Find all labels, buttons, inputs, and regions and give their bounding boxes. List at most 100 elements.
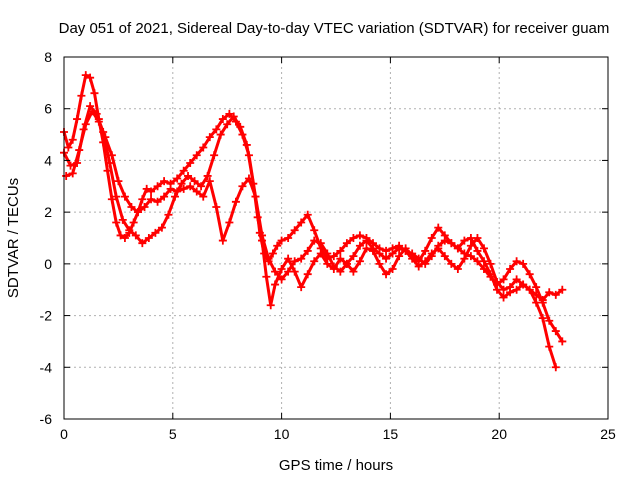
data-point	[277, 236, 286, 245]
data-point	[388, 265, 397, 274]
data-point	[131, 231, 140, 240]
data-point	[225, 109, 234, 118]
data-point	[170, 192, 179, 201]
data-point	[486, 259, 495, 268]
data-point	[427, 249, 436, 258]
data-point	[349, 267, 358, 276]
data-point	[218, 115, 227, 124]
data-point	[73, 115, 82, 124]
data-point	[116, 231, 125, 240]
data-point	[558, 337, 567, 346]
data-point	[303, 210, 312, 219]
data-point	[545, 316, 554, 325]
data-point	[212, 202, 221, 211]
data-point	[519, 259, 528, 268]
data-point	[466, 252, 475, 261]
y-tick-label: 8	[44, 49, 52, 65]
data-series	[62, 107, 567, 305]
data-point	[434, 244, 443, 253]
data-point	[197, 182, 206, 191]
data-point	[512, 285, 521, 294]
x-tick-label: 5	[169, 426, 177, 442]
data-point	[388, 249, 397, 258]
data-point	[297, 283, 306, 292]
data-point	[355, 257, 364, 266]
x-tick-label: 0	[60, 426, 68, 442]
data-point	[151, 228, 160, 237]
data-point	[355, 231, 364, 240]
chart-title: Day 051 of 2021, Sidereal Day-to-day VTE…	[59, 20, 610, 37]
x-tick-label: 10	[274, 426, 290, 442]
data-point	[375, 259, 384, 268]
data-point	[236, 122, 245, 131]
data-point	[144, 234, 153, 242]
data-point	[203, 171, 212, 180]
data-point	[251, 192, 260, 201]
data-point	[375, 249, 384, 258]
data-point	[551, 327, 560, 336]
data-series	[60, 102, 560, 372]
data-point	[532, 283, 541, 292]
data-point	[532, 290, 541, 299]
data-point	[107, 151, 116, 160]
tick-layer: 0 5 10 15 20 25 -6 -4 -2 0 2 4 6 8	[40, 49, 616, 442]
data-point	[205, 133, 214, 142]
data-point	[223, 120, 232, 129]
data-point	[64, 143, 73, 152]
data-point	[414, 262, 423, 271]
data-point	[271, 267, 280, 276]
data-point	[421, 257, 430, 266]
data-point	[525, 270, 534, 279]
data-point	[336, 254, 345, 263]
data-point	[125, 226, 134, 235]
data-point	[173, 187, 182, 196]
data-point	[164, 210, 173, 219]
data-point	[118, 215, 127, 224]
data-point	[120, 234, 129, 242]
data-point	[329, 262, 338, 271]
data-point	[258, 231, 267, 240]
y-tick-label: -6	[40, 411, 53, 427]
data-point	[336, 246, 345, 255]
data-point	[66, 161, 75, 170]
data-point	[284, 254, 293, 263]
data-point	[506, 265, 515, 274]
data-point	[210, 151, 219, 160]
data-point	[342, 259, 351, 268]
data-point	[519, 280, 528, 289]
data-point	[479, 257, 488, 266]
data-point	[362, 236, 371, 245]
data-point	[271, 280, 280, 289]
data-point	[86, 102, 95, 111]
data-point	[94, 117, 103, 126]
data-point	[440, 231, 449, 240]
data-point	[355, 241, 364, 250]
data-point	[81, 120, 90, 129]
data-point	[192, 151, 201, 160]
plot-frame	[63, 56, 609, 420]
data-point	[310, 226, 319, 235]
data-point	[316, 239, 325, 248]
data-point	[329, 252, 338, 261]
data-point	[499, 275, 508, 284]
data-point	[342, 239, 351, 248]
data-point	[506, 283, 515, 292]
data-point	[147, 195, 156, 204]
data-point	[140, 202, 149, 211]
data-point	[138, 195, 147, 204]
data-point	[558, 285, 567, 294]
data-point	[290, 257, 299, 266]
data-point	[525, 285, 534, 294]
data-point	[90, 89, 99, 98]
data-point	[434, 223, 443, 232]
data-point	[551, 363, 560, 372]
data-point	[231, 197, 240, 206]
data-point	[382, 246, 391, 255]
data-point	[323, 259, 332, 268]
data-point	[290, 226, 299, 235]
data-point	[153, 182, 162, 191]
data-point	[266, 301, 275, 310]
data-point	[157, 223, 166, 232]
data-point	[242, 140, 251, 149]
